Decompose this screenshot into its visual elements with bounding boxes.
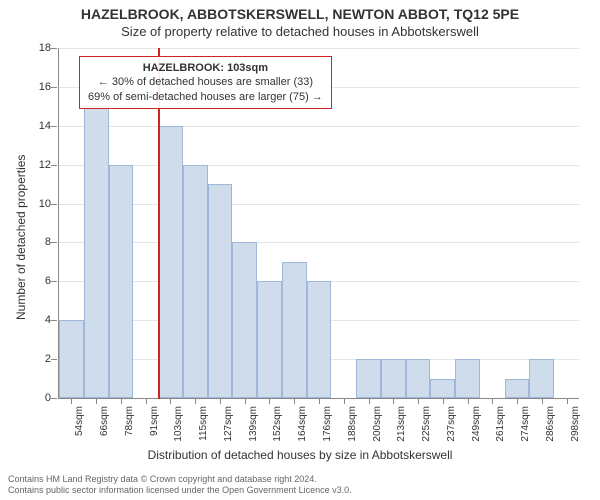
bar (356, 359, 381, 398)
x-tick (393, 398, 394, 404)
annotation-line-2: 69% of semi-detached houses are larger (… (88, 90, 323, 104)
y-tick (51, 320, 57, 321)
bar (158, 126, 183, 398)
y-tick (51, 398, 57, 399)
y-tick (51, 126, 57, 127)
y-tick-label: 10 (21, 198, 51, 210)
annotation-box: HAZELBROOK: 103sqm← 30% of detached hous… (79, 56, 332, 109)
gridline (59, 242, 579, 243)
annotation-title: HAZELBROOK: 103sqm (88, 61, 323, 75)
y-tick-label: 18 (21, 42, 51, 54)
y-tick (51, 87, 57, 88)
bar (505, 379, 530, 398)
bar (183, 165, 208, 398)
bar (232, 242, 257, 398)
y-tick (51, 242, 57, 243)
gridline (59, 126, 579, 127)
x-tick (369, 398, 370, 404)
x-tick (344, 398, 345, 404)
x-tick (96, 398, 97, 404)
y-tick-label: 4 (21, 314, 51, 326)
bar (529, 359, 554, 398)
gridline (59, 48, 579, 49)
chart-title: HAZELBROOK, ABBOTSKERSWELL, NEWTON ABBOT… (0, 0, 600, 22)
chart-subtitle: Size of property relative to detached ho… (0, 22, 600, 43)
y-tick (51, 204, 57, 205)
y-tick-label: 12 (21, 159, 51, 171)
x-tick (319, 398, 320, 404)
gridline (59, 165, 579, 166)
y-tick-label: 16 (21, 81, 51, 93)
x-tick (492, 398, 493, 404)
bar (208, 184, 233, 398)
x-tick (294, 398, 295, 404)
footer: Contains HM Land Registry data © Crown c… (8, 474, 352, 496)
y-tick (51, 48, 57, 49)
y-tick-label: 2 (21, 353, 51, 365)
x-axis-label: Distribution of detached houses by size … (0, 448, 600, 462)
y-tick-label: 6 (21, 275, 51, 287)
x-tick (567, 398, 568, 404)
x-tick (269, 398, 270, 404)
plot-area: 02468101214161854sqm66sqm78sqm91sqm103sq… (58, 48, 579, 399)
bar (84, 106, 109, 398)
chart-container: HAZELBROOK, ABBOTSKERSWELL, NEWTON ABBOT… (0, 0, 600, 500)
y-tick-label: 8 (21, 236, 51, 248)
annotation-line-1: ← 30% of detached houses are smaller (33… (88, 75, 323, 89)
x-tick (468, 398, 469, 404)
x-tick (71, 398, 72, 404)
x-tick (245, 398, 246, 404)
bar (430, 379, 455, 398)
x-tick (418, 398, 419, 404)
x-tick (443, 398, 444, 404)
y-tick-label: 14 (21, 120, 51, 132)
x-tick (517, 398, 518, 404)
footer-line-2: Contains public sector information licen… (8, 485, 352, 496)
x-tick (542, 398, 543, 404)
y-tick-label: 0 (21, 392, 51, 404)
bar (381, 359, 406, 398)
footer-line-1: Contains HM Land Registry data © Crown c… (8, 474, 352, 485)
bar (406, 359, 431, 398)
bar (109, 165, 134, 398)
bar (59, 320, 84, 398)
y-tick (51, 281, 57, 282)
x-tick (170, 398, 171, 404)
y-tick (51, 165, 57, 166)
y-tick (51, 359, 57, 360)
bar (455, 359, 480, 398)
x-tick (146, 398, 147, 404)
x-tick (121, 398, 122, 404)
bar (257, 281, 282, 398)
bar (282, 262, 307, 398)
gridline (59, 204, 579, 205)
bar (307, 281, 332, 398)
x-tick (220, 398, 221, 404)
x-tick (195, 398, 196, 404)
